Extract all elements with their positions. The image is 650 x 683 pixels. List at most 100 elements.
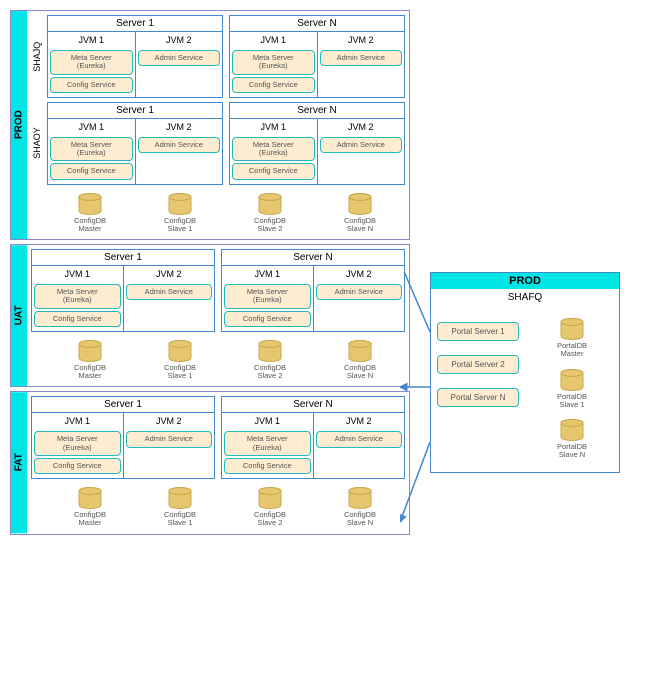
jvm-title: JVM 1	[232, 121, 315, 135]
jvm2-box: JVM 2 Admin Service	[136, 32, 223, 97]
db-cylinder: ConfigDBSlave N	[344, 193, 376, 234]
admin-service-svc: Admin Service	[126, 284, 213, 300]
meta-server-svc: Meta Server(Eureka)	[224, 431, 311, 456]
db-cylinder: ConfigDBSlave 1	[164, 340, 196, 381]
jvm2-box: JVM 2 Admin Service	[318, 32, 405, 97]
jvm1-box: JVM 1 Meta Server(Eureka) Config Service	[48, 119, 136, 184]
portal-servers-col: Portal Server 1Portal Server 2Portal Ser…	[431, 306, 525, 472]
meta-server-svc: Meta Server(Eureka)	[34, 284, 121, 309]
db-cylinder: ConfigDBSlave 2	[254, 193, 286, 234]
db-cylinder: ConfigDBSlave N	[344, 340, 376, 381]
zone-row: Server 1 JVM 1 Meta Server(Eureka) Confi…	[31, 396, 405, 479]
server-box: Server 1 JVM 1 Meta Server(Eureka) Confi…	[47, 102, 223, 185]
admin-service-svc: Admin Service	[316, 284, 403, 300]
jvm-title: JVM 1	[50, 121, 133, 135]
jvm-title: JVM 1	[224, 415, 311, 429]
jvm-title: JVM 2	[316, 415, 403, 429]
config-service-svc: Config Service	[232, 77, 315, 93]
diagram-root: PROD SHAJQ Server 1 JVM 1 Meta Server(Eu…	[10, 10, 640, 539]
env-block: FAT Server 1 JVM 1 Meta Server(Eureka) C…	[10, 391, 410, 534]
jvm-title: JVM 1	[50, 34, 133, 48]
server-title: Server N	[222, 250, 404, 266]
server-title: Server 1	[32, 397, 214, 413]
zone-label: SHAJQ	[31, 15, 43, 98]
server-title: Server N	[230, 103, 404, 119]
config-service-svc: Config Service	[232, 163, 315, 179]
jvm1-box: JVM 1 Meta Server(Eureka) Config Service	[48, 32, 136, 97]
jvm2-box: JVM 2 Admin Service	[136, 119, 223, 184]
env-block: UAT Server 1 JVM 1 Meta Server(Eureka) C…	[10, 244, 410, 387]
zone-row: Server 1 JVM 1 Meta Server(Eureka) Confi…	[31, 249, 405, 332]
meta-server-svc: Meta Server(Eureka)	[232, 50, 315, 75]
jvm-title: JVM 2	[320, 121, 403, 135]
environments-column: PROD SHAJQ Server 1 JVM 1 Meta Server(Eu…	[10, 10, 410, 539]
jvm1-box: JVM 1 Meta Server(Eureka) Config Service	[230, 32, 318, 97]
jvm2-box: JVM 2 Admin Service	[124, 266, 215, 331]
server-box: Server N JVM 1 Meta Server(Eureka) Confi…	[221, 249, 405, 332]
server-title: Server 1	[32, 250, 214, 266]
env-label: PROD	[11, 11, 27, 239]
zone-row: SHAOY Server 1 JVM 1 Meta Server(Eureka)…	[31, 102, 405, 185]
jvm-title: JVM 1	[232, 34, 315, 48]
prod-panel-title: PROD	[431, 273, 619, 289]
env-block: PROD SHAJQ Server 1 JVM 1 Meta Server(Eu…	[10, 10, 410, 240]
jvm1-box: JVM 1 Meta Server(Eureka) Config Service	[32, 413, 124, 478]
config-service-svc: Config Service	[50, 77, 133, 93]
meta-server-svc: Meta Server(Eureka)	[232, 137, 315, 162]
jvm-title: JVM 2	[316, 268, 403, 282]
jvm-title: JVM 2	[138, 34, 221, 48]
jvm2-box: JVM 2 Admin Service	[318, 119, 405, 184]
config-service-svc: Config Service	[34, 458, 121, 474]
jvm1-box: JVM 1 Meta Server(Eureka) Config Service	[222, 413, 314, 478]
server-box: Server 1 JVM 1 Meta Server(Eureka) Confi…	[31, 249, 215, 332]
zone-row: SHAJQ Server 1 JVM 1 Meta Server(Eureka)…	[31, 15, 405, 98]
zone-label: SHAOY	[31, 102, 43, 185]
meta-server-svc: Meta Server(Eureka)	[50, 137, 133, 162]
config-service-svc: Config Service	[224, 311, 311, 327]
jvm-title: JVM 2	[126, 268, 213, 282]
server-box: Server 1 JVM 1 Meta Server(Eureka) Confi…	[47, 15, 223, 98]
jvm-title: JVM 2	[138, 121, 221, 135]
db-cylinder: ConfigDBSlave 1	[164, 193, 196, 234]
admin-service-svc: Admin Service	[316, 431, 403, 447]
admin-service-svc: Admin Service	[320, 50, 403, 66]
config-service-svc: Config Service	[224, 458, 311, 474]
prod-panel-subtitle: SHAFQ	[431, 289, 619, 306]
server-box: Server N JVM 1 Meta Server(Eureka) Confi…	[229, 15, 405, 98]
db-row: ConfigDBMaster ConfigDBSlave 1 ConfigDBS…	[45, 336, 405, 383]
jvm1-box: JVM 1 Meta Server(Eureka) Config Service	[222, 266, 314, 331]
jvm-title: JVM 1	[224, 268, 311, 282]
server-title: Server N	[230, 16, 404, 32]
db-row: ConfigDBMaster ConfigDBSlave 1 ConfigDBS…	[45, 189, 405, 236]
meta-server-svc: Meta Server(Eureka)	[34, 431, 121, 456]
env-label: UAT	[11, 245, 27, 386]
server-box: Server N JVM 1 Meta Server(Eureka) Confi…	[221, 396, 405, 479]
db-cylinder: ConfigDBSlave 2	[254, 487, 286, 528]
portal-server: Portal Server N	[437, 388, 519, 407]
db-cylinder: ConfigDBSlave 2	[254, 340, 286, 381]
db-cylinder: ConfigDBSlave N	[344, 487, 376, 528]
db-cylinder: ConfigDBMaster	[74, 193, 106, 234]
portal-db-cylinder: PortalDBSlave N	[527, 419, 617, 460]
jvm-title: JVM 2	[126, 415, 213, 429]
portal-db-cylinder: PortalDBSlave 1	[527, 369, 617, 410]
jvm1-box: JVM 1 Meta Server(Eureka) Config Service	[32, 266, 124, 331]
meta-server-svc: Meta Server(Eureka)	[50, 50, 133, 75]
env-label: FAT	[11, 392, 27, 533]
admin-service-svc: Admin Service	[126, 431, 213, 447]
jvm2-box: JVM 2 Admin Service	[314, 266, 405, 331]
server-title: Server 1	[48, 103, 222, 119]
db-cylinder: ConfigDBSlave 1	[164, 487, 196, 528]
server-title: Server 1	[48, 16, 222, 32]
meta-server-svc: Meta Server(Eureka)	[224, 284, 311, 309]
portal-dbs-col: PortalDBMaster PortalDBSlave 1 PortalDBS…	[525, 306, 619, 472]
jvm-title: JVM 1	[34, 415, 121, 429]
db-cylinder: ConfigDBMaster	[74, 340, 106, 381]
jvm2-box: JVM 2 Admin Service	[124, 413, 215, 478]
jvm1-box: JVM 1 Meta Server(Eureka) Config Service	[230, 119, 318, 184]
server-box: Server N JVM 1 Meta Server(Eureka) Confi…	[229, 102, 405, 185]
admin-service-svc: Admin Service	[138, 50, 221, 66]
jvm-title: JVM 1	[34, 268, 121, 282]
admin-service-svc: Admin Service	[320, 137, 403, 153]
jvm-title: JVM 2	[320, 34, 403, 48]
